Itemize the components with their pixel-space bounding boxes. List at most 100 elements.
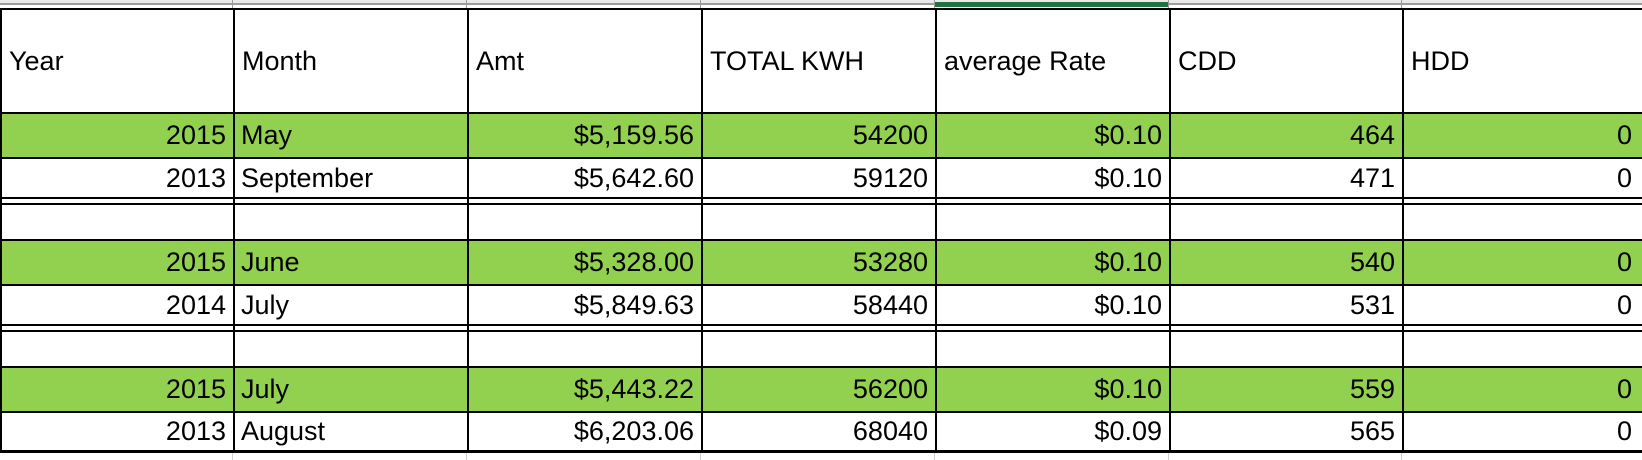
cell-average_rate[interactable] [937,199,1171,203]
cell-cdd[interactable]: 471 [1171,159,1404,197]
cutoff-cell-hdd [1402,453,1642,460]
column-header-month[interactable]: Month [235,10,469,112]
cell-amt[interactable]: $5,159.56 [469,114,703,157]
cell-year[interactable] [2,205,235,239]
empty-row [0,330,1642,366]
cell-hdd[interactable] [1404,199,1642,203]
column-header-total_kwh[interactable]: TOTAL KWH [703,10,937,112]
cell-year[interactable]: 2015 [2,114,235,157]
cell-cdd[interactable]: 565 [1171,413,1404,450]
cutoff-cell-month [233,0,467,8]
cell-hdd[interactable] [1404,326,1642,330]
cell-total_kwh[interactable] [703,332,937,366]
cell-month[interactable]: July [235,368,469,411]
table-row-2015-may: 2015 May $5,159.56 54200 $0.10 464 0 [0,112,1642,157]
cutoff-cell-year [0,0,233,8]
cell-amt[interactable]: $5,849.63 [469,286,703,324]
column-header-year[interactable]: Year [2,10,235,112]
cell-year[interactable]: 2013 [2,159,235,197]
cell-month[interactable]: June [235,241,469,284]
cell-amt[interactable]: $5,443.22 [469,368,703,411]
cell-amt[interactable]: $6,203.06 [469,413,703,450]
cell-cdd[interactable]: 531 [1171,286,1404,324]
row-gap [0,326,1642,330]
cell-cdd[interactable]: 464 [1171,114,1404,157]
cell-hdd[interactable] [1404,205,1642,239]
cell-amt[interactable]: $5,642.60 [469,159,703,197]
cell-total_kwh[interactable]: 54200 [703,114,937,157]
cell-amt[interactable] [469,332,703,366]
cell-month[interactable] [235,199,469,203]
cell-total_kwh[interactable]: 68040 [703,413,937,450]
cell-cdd[interactable]: 540 [1171,241,1404,284]
cutoff-cell-amt [467,453,701,460]
cell-average_rate[interactable] [937,205,1171,239]
cell-amt[interactable] [469,205,703,239]
cell-average_rate[interactable]: $0.10 [937,286,1171,324]
cell-total_kwh[interactable] [703,326,937,330]
cutoff-cell-year [0,453,233,460]
cell-cdd[interactable]: 559 [1171,368,1404,411]
cell-year[interactable]: 2014 [2,286,235,324]
cell-cdd[interactable] [1171,332,1404,366]
cell-hdd[interactable]: 0 [1616,120,1632,150]
cell-month[interactable]: July [235,286,469,324]
column-header-cdd[interactable]: CDD [1171,10,1404,112]
cell-month[interactable] [235,326,469,330]
cell-amt[interactable] [469,199,703,203]
cell-month[interactable]: May [235,114,469,157]
cell-hdd[interactable]: 0 [1616,374,1632,404]
cell-hdd[interactable]: 0 [1616,162,1632,193]
cell-hdd[interactable]: 0 [1616,247,1632,277]
cell-average_rate[interactable] [937,332,1171,366]
cell-cdd[interactable] [1171,199,1404,203]
cell-year[interactable] [2,326,235,330]
cell-average_rate[interactable]: $0.10 [937,241,1171,284]
cell-cdd[interactable] [1171,205,1404,239]
empty-row [0,203,1642,239]
cell-year[interactable]: 2013 [2,413,235,450]
cutoff-cell-month [233,453,467,460]
cell-month[interactable] [235,205,469,239]
column-header-average_rate[interactable]: average Rate [937,10,1171,112]
cell-average_rate[interactable]: $0.10 [937,368,1171,411]
cell-amt[interactable] [469,326,703,330]
cell-total_kwh[interactable] [703,199,937,203]
cell-average_rate[interactable]: $0.09 [937,413,1171,450]
cell-total_kwh[interactable]: 58440 [703,286,937,324]
cell-month[interactable]: September [235,159,469,197]
header-row: Year Month Amt TOTAL KWH average Rate CDD HDD [0,8,1642,112]
cutoff-cell-amt [467,0,701,8]
cell-month[interactable] [235,332,469,366]
cutoff-cell-average_rate [935,453,1169,460]
cell-hdd[interactable]: 0 [1616,416,1632,446]
cell-hdd[interactable] [1404,332,1642,366]
cell-year[interactable] [2,199,235,203]
cell-total_kwh[interactable] [703,205,937,239]
column-header-hdd[interactable]: HDD [1411,45,1470,76]
table-row-2013-august: 2013 August $6,203.06 68040 $0.09 565 0 [0,411,1642,453]
cell-average_rate[interactable]: $0.10 [937,159,1171,197]
table-body: 2015 May $5,159.56 54200 $0.10 464 0 2013 Septem… [0,112,1642,453]
cutoff-row-top [0,0,1642,8]
cell-total_kwh[interactable]: 59120 [703,159,937,197]
cell-hdd[interactable]: 0 [1616,289,1632,320]
cell-month[interactable]: August [235,413,469,450]
cell-year[interactable]: 2015 [2,241,235,284]
cell-average_rate[interactable] [937,326,1171,330]
table-row-2014-july: 2014 July $5,849.63 58440 $0.10 531 0 [0,284,1642,326]
cell-year[interactable]: 2015 [2,368,235,411]
cell-amt[interactable]: $5,328.00 [469,241,703,284]
column-header-amt[interactable]: Amt [469,10,703,112]
cutoff-cell-hdd [1402,0,1642,8]
cell-total_kwh[interactable]: 56200 [703,368,937,411]
cell-cdd[interactable] [1171,326,1404,330]
table-row-2013-september: 2013 September $5,642.60 59120 $0.10 471 0 [0,157,1642,199]
cell-total_kwh[interactable]: 53280 [703,241,937,284]
table-row-2015-june: 2015 June $5,328.00 53280 $0.10 540 0 [0,239,1642,284]
cutoff-cell-cdd [1169,453,1402,460]
cell-average_rate[interactable]: $0.10 [937,114,1171,157]
row-gap [0,199,1642,203]
cell-year[interactable] [2,332,235,366]
